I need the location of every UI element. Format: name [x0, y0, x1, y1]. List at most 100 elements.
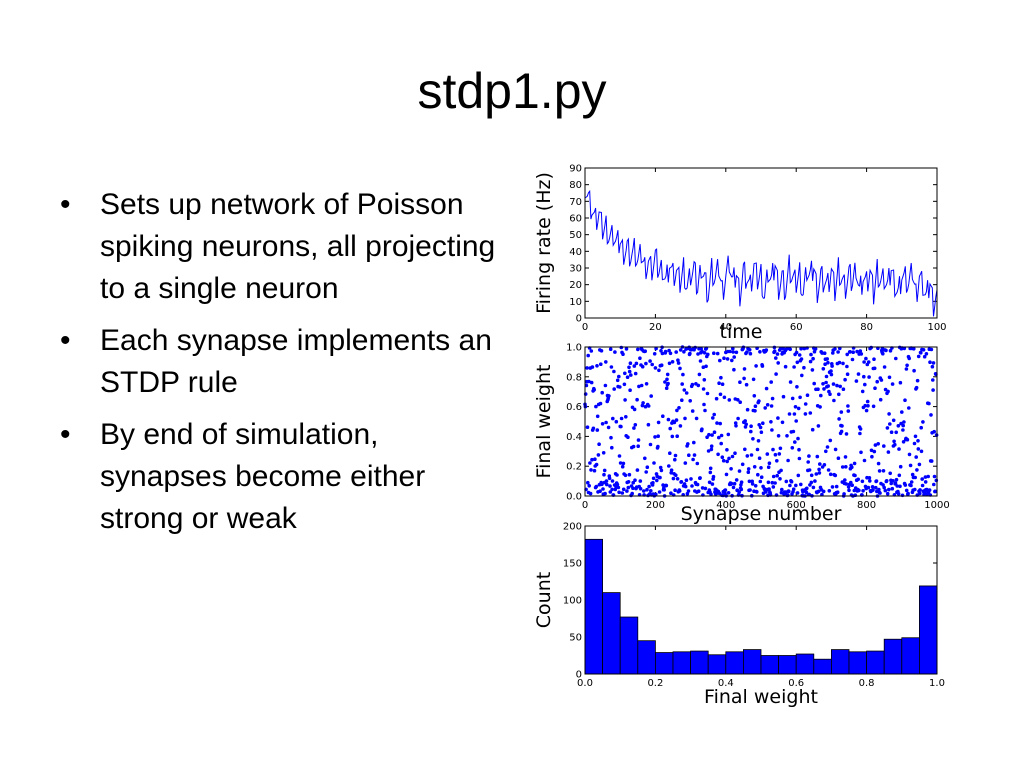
scatter-point: [705, 391, 710, 396]
scatter-point: [882, 485, 886, 490]
scatter-point: [753, 409, 757, 413]
scatter-point: [749, 453, 754, 457]
scatter-point: [856, 477, 860, 482]
scatter-point: [608, 484, 612, 488]
scatter-point: [866, 404, 870, 408]
scatter-point: [673, 457, 677, 462]
y-tick-label: 0: [576, 670, 582, 681]
scatter-point: [720, 455, 725, 460]
scatter-point: [800, 373, 804, 378]
scatter-point: [661, 483, 665, 487]
scatter-point: [705, 435, 709, 440]
scatter-point: [700, 486, 705, 490]
scatter-point: [669, 468, 674, 473]
scatter-point: [704, 364, 708, 369]
scatter-point: [587, 379, 591, 384]
scatter-point: [926, 474, 930, 479]
y-tick-label: 0.4: [566, 432, 582, 443]
histogram-bar: [619, 616, 639, 675]
scatter-point: [742, 376, 746, 381]
scatter-point: [718, 392, 723, 397]
scatter-point: [744, 422, 748, 427]
scatter-point: [860, 389, 865, 394]
scatter-point: [734, 478, 739, 482]
scatter-point: [656, 420, 661, 425]
y-tick-label: 0.0: [566, 492, 582, 503]
scatter-point: [909, 483, 913, 488]
scatter-point: [730, 454, 735, 459]
scatter-point: [638, 479, 643, 483]
scatter-point: [690, 484, 694, 488]
scatter-point: [757, 456, 762, 461]
scatter-point: [882, 365, 887, 369]
scatter-point: [929, 459, 934, 463]
scatter-point: [609, 435, 613, 440]
scatter-point: [813, 479, 817, 483]
scatter-point: [710, 433, 714, 437]
scatter-point: [757, 399, 761, 403]
scatter-point: [804, 490, 809, 495]
scatter-point: [894, 430, 898, 435]
scatter-point: [809, 480, 814, 485]
scatter-point: [590, 457, 594, 462]
y-tick-label: 60: [569, 214, 582, 225]
scatter-point: [818, 405, 822, 409]
y-tick-label: 150: [563, 559, 582, 570]
chart-panel-2: 0 200 400 600 800 1000 0.0 0.2 0.4 0.6 0.8 1.0 Synap…: [533, 343, 950, 526]
scatter-point: [833, 347, 837, 351]
scatter-point: [692, 453, 697, 457]
scatter-point: [739, 480, 744, 485]
scatter-point: [765, 452, 770, 456]
x-tick-label: 600: [787, 500, 806, 511]
scatter-point: [882, 444, 886, 448]
scatter-point: [765, 403, 770, 407]
scatter-point: [634, 361, 639, 366]
scatter-point: [893, 481, 898, 485]
x-tick-label: 0.0: [577, 678, 593, 689]
scatter-point: [715, 421, 719, 425]
scatter-point: [706, 449, 711, 453]
scatter-point: [873, 443, 878, 447]
scatter-point: [793, 440, 797, 444]
scatter-point: [894, 356, 898, 361]
scatter-point: [607, 394, 611, 398]
scatter-point: [760, 364, 765, 368]
scatter-point: [859, 352, 864, 356]
scatter-point: [916, 439, 920, 443]
scatter-point: [845, 372, 850, 377]
scatter-point: [604, 360, 608, 364]
scatter-point: [799, 346, 803, 351]
scatter-point: [667, 348, 671, 353]
scatter-point: [601, 487, 605, 491]
scatter-point: [789, 479, 794, 484]
scatter-point: [767, 487, 771, 491]
scatter-points: [583, 345, 939, 498]
scatter-point: [828, 438, 833, 443]
x-tick-label: 200: [646, 500, 665, 511]
bullet-text: Sets up network of Poisson spiking neuro…: [100, 188, 496, 305]
scatter-point: [841, 387, 846, 392]
scatter-point: [881, 351, 885, 356]
scatter-point: [870, 485, 875, 489]
scatter-point: [712, 351, 716, 356]
scatter-point: [816, 387, 820, 392]
scatter-point: [919, 425, 923, 430]
scatter-point: [636, 438, 641, 442]
scatter-point: [671, 476, 676, 481]
scatter-point: [696, 489, 701, 494]
scatter-point: [824, 374, 829, 379]
scatter-point: [794, 483, 798, 488]
scatter-point: [723, 488, 728, 492]
scatter-point: [738, 380, 742, 385]
scatter-point: [837, 417, 841, 421]
scatter-point: [864, 408, 869, 413]
scatter-point: [628, 388, 632, 393]
scatter-point: [612, 369, 616, 374]
scatter-point: [608, 347, 613, 352]
scatter-point: [591, 426, 596, 431]
scatter-point: [771, 447, 775, 452]
scatter-point: [837, 360, 842, 365]
scatter-point: [877, 469, 882, 473]
scatter-point: [675, 477, 680, 481]
scatter-point: [659, 468, 664, 473]
